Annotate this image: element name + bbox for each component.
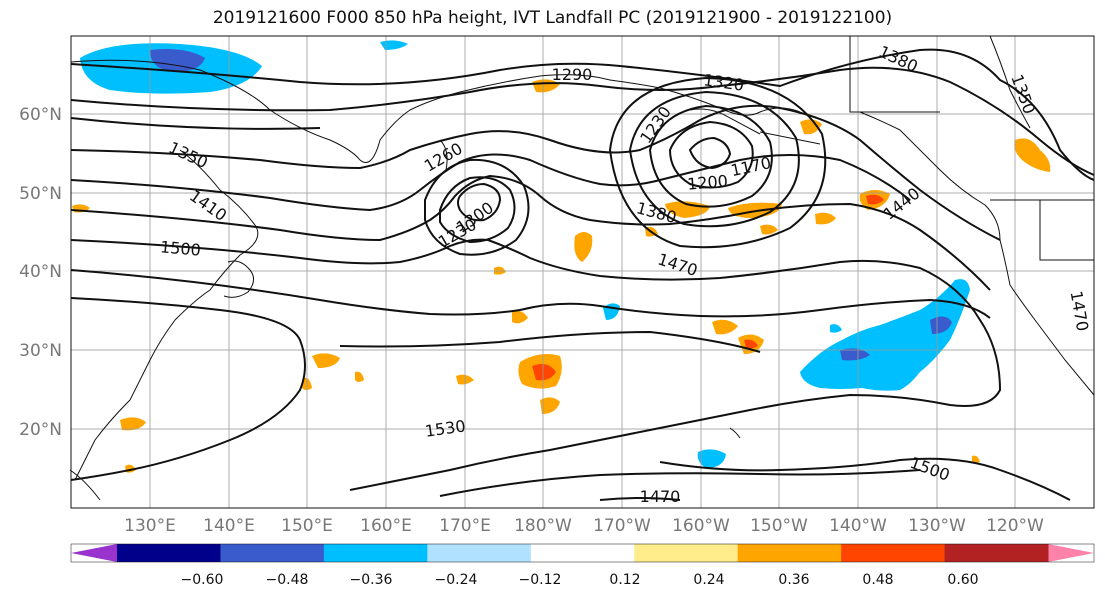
lon-label: 120°W: [986, 516, 1044, 536]
colorbar-outline: [70, 543, 1095, 563]
contour-label: 1500: [159, 237, 201, 259]
lon-label: 130°E: [124, 516, 176, 536]
colorbar-swatch: [944, 544, 1049, 562]
lat-label: 50°N: [19, 184, 62, 204]
colorbar-extend-max: [1048, 544, 1094, 562]
lon-label: 170°W: [593, 516, 651, 536]
colorbar-swatch: [323, 544, 428, 562]
lat-label: 60°N: [19, 105, 62, 125]
latitude-labels: 60°N 50°N 40°N 30°N 20°N: [19, 105, 62, 440]
contour-label: 1290: [552, 65, 593, 84]
colorbar-swatch: [737, 544, 842, 562]
colorbar-tick-label: 0.60: [947, 572, 978, 588]
lon-label: 150°W: [750, 516, 808, 536]
lon-label: 160°E: [360, 516, 412, 536]
colorbar-tick-label: −0.60: [181, 572, 224, 588]
ivt-shading: [72, 40, 1051, 473]
colorbar-swatch: [634, 544, 739, 562]
lat-label: 40°N: [19, 262, 62, 282]
colorbar-swatch: [220, 544, 325, 562]
colorbar-tick-label: 0.12: [609, 572, 640, 588]
colorbar-tick-label: 0.48: [862, 572, 893, 588]
lat-label: 30°N: [19, 341, 62, 361]
coastlines: [69, 35, 1095, 501]
colorbar-swatch: [427, 544, 532, 562]
lon-label: 150°E: [281, 516, 333, 536]
colorbar-tick-label: 0.36: [778, 572, 809, 588]
lon-label: 140°E: [203, 516, 255, 536]
colorbar-swatch: [117, 544, 221, 562]
lon-label: 170°E: [439, 516, 491, 536]
colorbar-tick-label: −0.36: [350, 572, 393, 588]
colorbar-swatch: [841, 544, 946, 562]
height-contours: [70, 48, 1095, 501]
colorbar-tick-label: 0.24: [693, 572, 724, 588]
lon-label: 180°W: [514, 516, 572, 536]
colorbar-tick-label: −0.48: [266, 572, 309, 588]
colorbar-tick-labels: −0.60 −0.48 −0.36 −0.24 −0.12 0.12 0.24 …: [181, 572, 979, 588]
colorbar: [70, 543, 1095, 563]
longitude-labels: 130°E 140°E 150°E 160°E 170°E 180°W 170°…: [124, 516, 1044, 536]
map-frame: [70, 35, 1095, 509]
contour-label: 1470: [640, 487, 681, 506]
colorbar-tick-label: −0.24: [435, 572, 478, 588]
contour-label: 1200: [686, 171, 728, 193]
lat-label: 20°N: [19, 420, 62, 440]
colorbar-swatch: [530, 544, 635, 562]
lon-label: 130°W: [908, 516, 966, 536]
colorbar-extend-min: [71, 544, 117, 562]
colorbar-tick-label: −0.12: [519, 572, 562, 588]
lon-label: 140°W: [829, 516, 887, 536]
lon-label: 160°W: [672, 516, 730, 536]
figure-title: 2019121600 F000 850 hPa height, IVT Land…: [212, 8, 893, 28]
